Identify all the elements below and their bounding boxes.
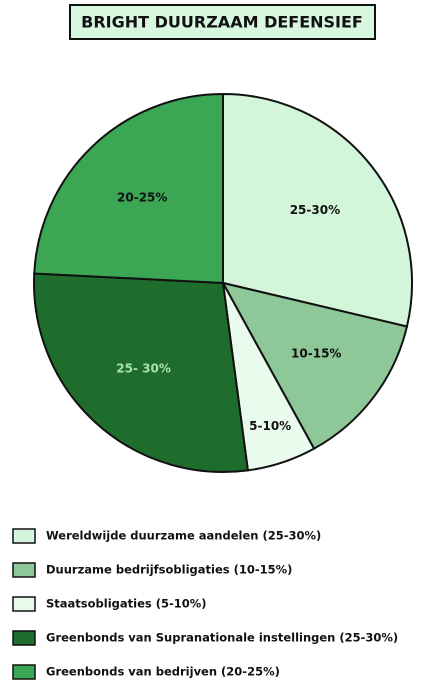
pie-slice xyxy=(33,272,249,473)
legend-label: Greenbonds van bedrijven (20-25%) xyxy=(46,665,280,679)
slice-label: 25- 30% xyxy=(116,362,171,376)
legend-label: Wereldwijde duurzame aandelen (25-30%) xyxy=(46,529,321,543)
legend-swatch xyxy=(12,630,36,646)
legend-label: Duurzame bedrijfsobligaties (10-15%) xyxy=(46,563,292,577)
chart-title: BRIGHT DUURZAAM DEFENSIEF xyxy=(81,13,363,32)
slice-label: 10-15% xyxy=(291,346,341,360)
title-box xyxy=(69,4,376,40)
legend-swatch xyxy=(12,562,36,578)
legend-swatch xyxy=(12,664,36,680)
slice-label: 5-10% xyxy=(249,419,291,433)
pie-slice xyxy=(221,281,409,450)
legend-label: Greenbonds van Supranationale instelling… xyxy=(46,631,398,645)
slice-label: 25-30% xyxy=(290,203,340,217)
slice-label: 20-25% xyxy=(117,191,167,205)
pie-slice xyxy=(33,92,224,285)
legend-swatch xyxy=(12,528,36,544)
legend-swatch xyxy=(12,596,36,612)
legend-label: Staatsobligaties (5-10%) xyxy=(46,597,207,611)
pie-slice xyxy=(222,92,413,328)
